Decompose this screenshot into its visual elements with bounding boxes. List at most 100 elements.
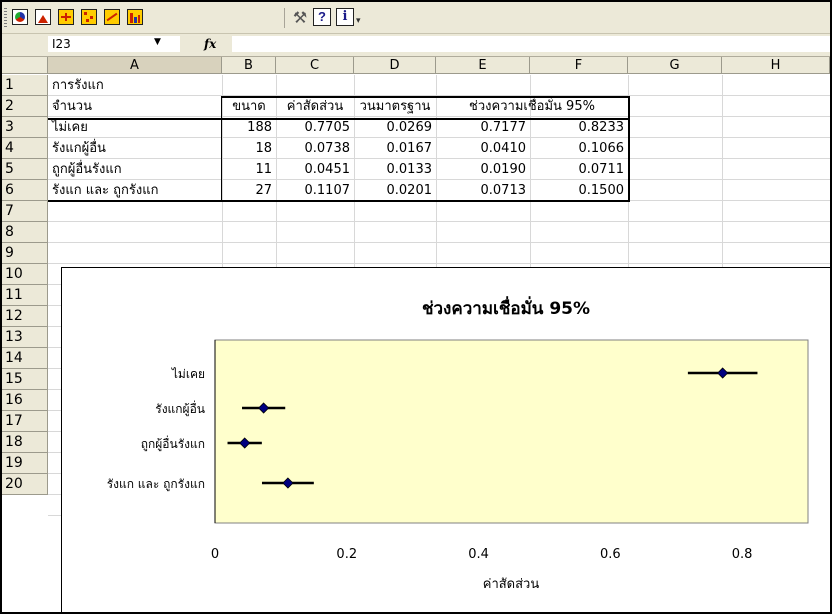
insert-function-icon[interactable]: fx	[204, 37, 217, 51]
row-header[interactable]: 20	[2, 474, 48, 495]
column-header-e[interactable]: E	[436, 57, 530, 74]
cell-f6[interactable]: 0.1500	[578, 183, 625, 198]
gridline	[48, 95, 830, 96]
cell-d6[interactable]: 0.0201	[386, 183, 433, 198]
gridline	[48, 137, 830, 138]
x-tick-label: 0.2	[336, 547, 357, 562]
tools-icon[interactable]: ⚒	[292, 8, 308, 27]
cell-a5[interactable]: ถูกผู้อื่นรังแก	[52, 162, 122, 177]
table-inner-border	[221, 96, 222, 201]
column-header-g[interactable]: G	[628, 57, 722, 74]
cell-b6[interactable]: 27	[255, 183, 272, 198]
gridline	[48, 116, 830, 117]
row-header[interactable]: 6	[2, 180, 48, 201]
row-header[interactable]: 16	[2, 390, 48, 411]
cell-e4[interactable]: 0.0410	[480, 141, 527, 156]
confidence-interval-chart: ช่วงความเชื่อมั่น 95% ค่าสัดส่วน 0 0.2 0.4…	[107, 296, 809, 592]
x-tick-label: 0.4	[468, 547, 489, 562]
point-estimate-marker	[239, 437, 251, 449]
column-header-d[interactable]: D	[354, 57, 436, 74]
scatter-icon[interactable]	[81, 9, 97, 25]
category-label: รังแก และ ถูกรังแก	[107, 477, 205, 492]
cell-b2[interactable]: ขนาด	[232, 99, 266, 114]
column-header-b[interactable]: B	[222, 57, 276, 74]
cell-e6[interactable]: 0.0713	[480, 183, 527, 198]
point-estimate-marker	[717, 367, 729, 379]
cell-c5[interactable]: 0.0451	[304, 162, 351, 177]
cell-f5[interactable]: 0.0711	[578, 162, 625, 177]
row-header[interactable]: 8	[2, 222, 48, 243]
category-label: ถูกผู้อื่นรังแก	[141, 435, 205, 452]
toolbar-grip[interactable]	[4, 8, 7, 28]
point-estimate-marker	[258, 402, 270, 414]
category-label: รังแกผู้อื่น	[155, 400, 205, 417]
cell-d4[interactable]: 0.0167	[386, 141, 433, 156]
bar-chart-icon[interactable]	[127, 9, 143, 25]
cell-d5[interactable]: 0.0133	[386, 162, 433, 177]
table-bottom-border	[48, 200, 630, 202]
column-header-f[interactable]: F	[530, 57, 628, 74]
cell-c4[interactable]: 0.0738	[304, 141, 351, 156]
plot-area	[214, 339, 809, 524]
cell-d3[interactable]: 0.0269	[386, 120, 433, 135]
formula-input[interactable]	[232, 36, 830, 52]
cell-c2[interactable]: ค่าสัดส่วน	[286, 99, 344, 114]
cell-a2[interactable]: จำนวน	[52, 99, 92, 114]
cell-a6[interactable]: รังแก และ ถูกรังแก	[52, 183, 159, 198]
name-box-chevron-down-icon[interactable]: ▼	[154, 37, 161, 47]
pie-chart-icon[interactable]	[12, 9, 28, 25]
cell-c6[interactable]: 0.1107	[304, 183, 351, 198]
table-top-border	[222, 96, 630, 98]
confidence-interval-icon[interactable]	[58, 9, 74, 25]
gridline	[48, 242, 830, 243]
cell-e5[interactable]: 0.0190	[480, 162, 527, 177]
row-header[interactable]: 4	[2, 138, 48, 159]
row-header[interactable]: 9	[2, 243, 48, 264]
row-header[interactable]: 19	[2, 453, 48, 474]
toolbar-options-chevron-icon[interactable]: ▾	[356, 16, 361, 26]
row-header[interactable]: 2	[2, 96, 48, 117]
chart-object[interactable]: ช่วงความเชื่อมั่น 95% ค่าสัดส่วน 0 0.2 0.4…	[61, 267, 830, 612]
column-header-c[interactable]: C	[276, 57, 354, 74]
row-header[interactable]: 11	[2, 285, 48, 306]
cell-a1[interactable]: การรังแก	[52, 78, 104, 93]
cell-a3[interactable]: ไม่เคย	[52, 120, 88, 135]
category-label: ไม่เคย	[171, 367, 205, 381]
cell-d2[interactable]: วนมาตรฐาน	[359, 99, 431, 114]
plot-icon[interactable]	[104, 9, 120, 25]
x-tick-label: 0	[211, 547, 219, 562]
toolbar-separator	[284, 8, 285, 28]
row-header[interactable]: 3	[2, 117, 48, 138]
x-axis-label: ค่าสัดส่วน	[483, 577, 540, 592]
select-all-corner[interactable]	[2, 57, 48, 74]
column-header-h[interactable]: H	[722, 57, 830, 74]
cell-e2[interactable]: ช่วงความเชื่อมั่น 95%	[469, 99, 595, 114]
row-header[interactable]: 7	[2, 201, 48, 222]
x-tick-label: 0.6	[600, 547, 621, 562]
help-icon[interactable]: ?	[313, 8, 331, 26]
cell-f3[interactable]: 0.8233	[578, 120, 625, 135]
cell-b3[interactable]: 188	[247, 120, 272, 135]
row-header[interactable]: 1	[2, 75, 48, 96]
row-header[interactable]: 14	[2, 348, 48, 369]
row-header[interactable]: 12	[2, 306, 48, 327]
row-header[interactable]: 15	[2, 369, 48, 390]
row-header[interactable]: 17	[2, 411, 48, 432]
table-right-border	[628, 96, 630, 202]
cell-f4[interactable]: 0.1066	[578, 141, 625, 156]
histogram-icon[interactable]	[35, 9, 51, 25]
row-header[interactable]: 18	[2, 432, 48, 453]
cell-b5[interactable]: 11	[255, 162, 272, 177]
x-tick-label: 0.8	[732, 547, 753, 562]
cell-e3[interactable]: 0.7177	[480, 120, 527, 135]
row-header[interactable]: 13	[2, 327, 48, 348]
info-icon[interactable]: i	[336, 8, 354, 26]
row-header[interactable]: 10	[2, 264, 48, 285]
name-box[interactable]: I23	[48, 36, 180, 52]
cell-c3[interactable]: 0.7705	[304, 120, 351, 135]
cell-b4[interactable]: 18	[255, 141, 272, 156]
row-header[interactable]: 5	[2, 159, 48, 180]
cell-a4[interactable]: รังแกผู้อื่น	[52, 141, 106, 156]
column-header-a[interactable]: A	[48, 57, 222, 74]
